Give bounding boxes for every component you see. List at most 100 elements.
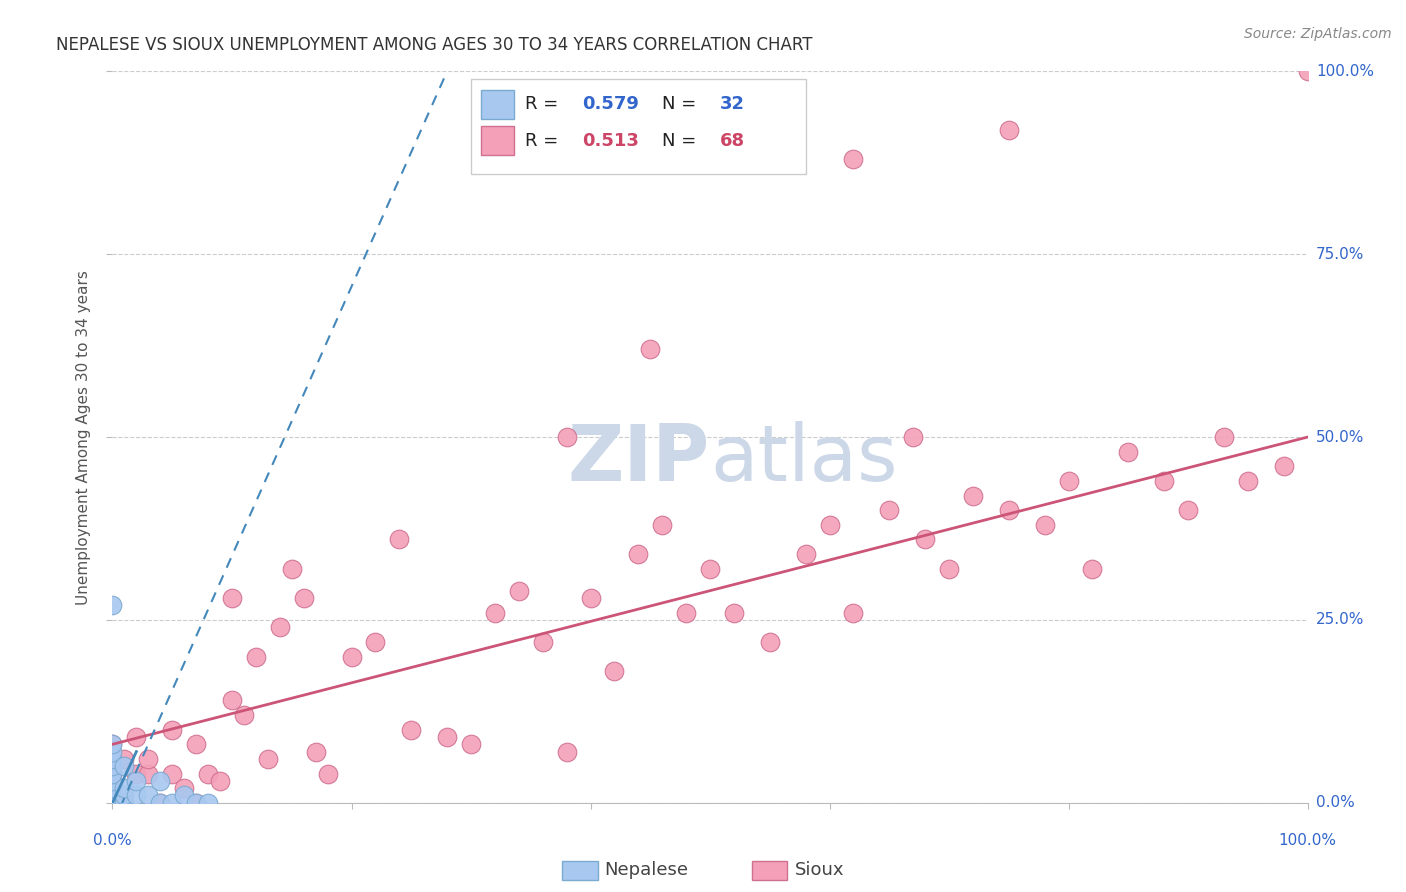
Text: 0.0%: 0.0% — [93, 833, 132, 848]
Point — [842, 152, 865, 166]
Point — [221, 591, 243, 605]
Point — [1033, 517, 1056, 532]
Point — [579, 591, 602, 605]
Text: 68: 68 — [720, 132, 745, 150]
Point — [675, 606, 697, 620]
Point — [101, 737, 124, 751]
Point — [1212, 430, 1236, 444]
Text: Nepalese: Nepalese — [605, 861, 689, 879]
Point — [903, 430, 925, 444]
Point — [699, 562, 721, 576]
Point — [436, 730, 458, 744]
Point — [197, 796, 219, 810]
Point — [1237, 474, 1260, 488]
Point — [149, 796, 172, 810]
Point — [138, 766, 160, 780]
Text: 0.0%: 0.0% — [1316, 796, 1354, 810]
Point — [186, 737, 208, 751]
Point — [962, 489, 984, 503]
Point — [114, 759, 135, 773]
Point — [555, 745, 578, 759]
Point — [818, 517, 841, 532]
Point — [1296, 64, 1319, 78]
Point — [125, 766, 148, 780]
Point — [101, 752, 124, 766]
Point — [101, 759, 124, 773]
Point — [101, 766, 124, 780]
Point — [173, 789, 195, 803]
Point — [603, 664, 626, 678]
Text: N =: N = — [662, 132, 702, 150]
Point — [627, 547, 650, 561]
Point — [1081, 562, 1104, 576]
Point — [938, 562, 960, 576]
Text: ZIP: ZIP — [568, 421, 710, 497]
Point — [149, 773, 172, 788]
Text: 32: 32 — [720, 95, 745, 113]
Text: 25.0%: 25.0% — [1316, 613, 1364, 627]
Point — [245, 649, 267, 664]
Point — [638, 343, 662, 357]
Point — [186, 796, 208, 810]
Point — [125, 773, 148, 788]
Point — [101, 737, 124, 751]
Point — [101, 766, 124, 780]
Point — [114, 796, 135, 810]
Point — [281, 562, 304, 576]
Point — [651, 517, 673, 532]
FancyBboxPatch shape — [481, 126, 515, 155]
Point — [531, 635, 554, 649]
Point — [257, 752, 280, 766]
Point — [759, 635, 782, 649]
Text: N =: N = — [662, 95, 702, 113]
Point — [842, 606, 865, 620]
Point — [101, 796, 124, 810]
Text: Source: ZipAtlas.com: Source: ZipAtlas.com — [1244, 27, 1392, 41]
Text: atlas: atlas — [710, 421, 897, 497]
Point — [508, 583, 530, 598]
Point — [1153, 474, 1175, 488]
Point — [221, 693, 243, 707]
Point — [162, 796, 183, 810]
Point — [101, 796, 124, 810]
Point — [101, 796, 124, 810]
Text: R =: R = — [524, 95, 564, 113]
Point — [304, 745, 326, 759]
Y-axis label: Unemployment Among Ages 30 to 34 years: Unemployment Among Ages 30 to 34 years — [76, 269, 91, 605]
Point — [101, 796, 124, 810]
Point — [162, 766, 183, 780]
Text: 50.0%: 50.0% — [1316, 430, 1364, 444]
Point — [484, 606, 506, 620]
Point — [232, 708, 256, 723]
Text: 0.513: 0.513 — [582, 132, 640, 150]
Point — [998, 503, 1021, 517]
Point — [101, 781, 124, 796]
Point — [364, 635, 387, 649]
Point — [269, 620, 291, 634]
Text: 75.0%: 75.0% — [1316, 247, 1364, 261]
Point — [292, 591, 315, 605]
Point — [101, 796, 124, 810]
Point — [101, 796, 124, 810]
FancyBboxPatch shape — [481, 90, 515, 119]
Point — [101, 599, 124, 613]
Point — [114, 781, 135, 796]
Point — [1116, 444, 1139, 458]
Point — [101, 781, 124, 796]
Point — [101, 773, 124, 788]
Point — [138, 789, 160, 803]
Text: 0.579: 0.579 — [582, 95, 640, 113]
Point — [138, 752, 160, 766]
Point — [162, 723, 183, 737]
Text: NEPALESE VS SIOUX UNEMPLOYMENT AMONG AGES 30 TO 34 YEARS CORRELATION CHART: NEPALESE VS SIOUX UNEMPLOYMENT AMONG AGE… — [56, 36, 813, 54]
Point — [208, 773, 231, 788]
Text: 100.0%: 100.0% — [1316, 64, 1374, 78]
Point — [316, 766, 339, 780]
Text: R =: R = — [524, 132, 564, 150]
Point — [101, 745, 124, 759]
Point — [186, 796, 208, 810]
Point — [101, 789, 124, 803]
Point — [555, 430, 578, 444]
Text: Sioux: Sioux — [794, 861, 844, 879]
Point — [101, 789, 124, 803]
